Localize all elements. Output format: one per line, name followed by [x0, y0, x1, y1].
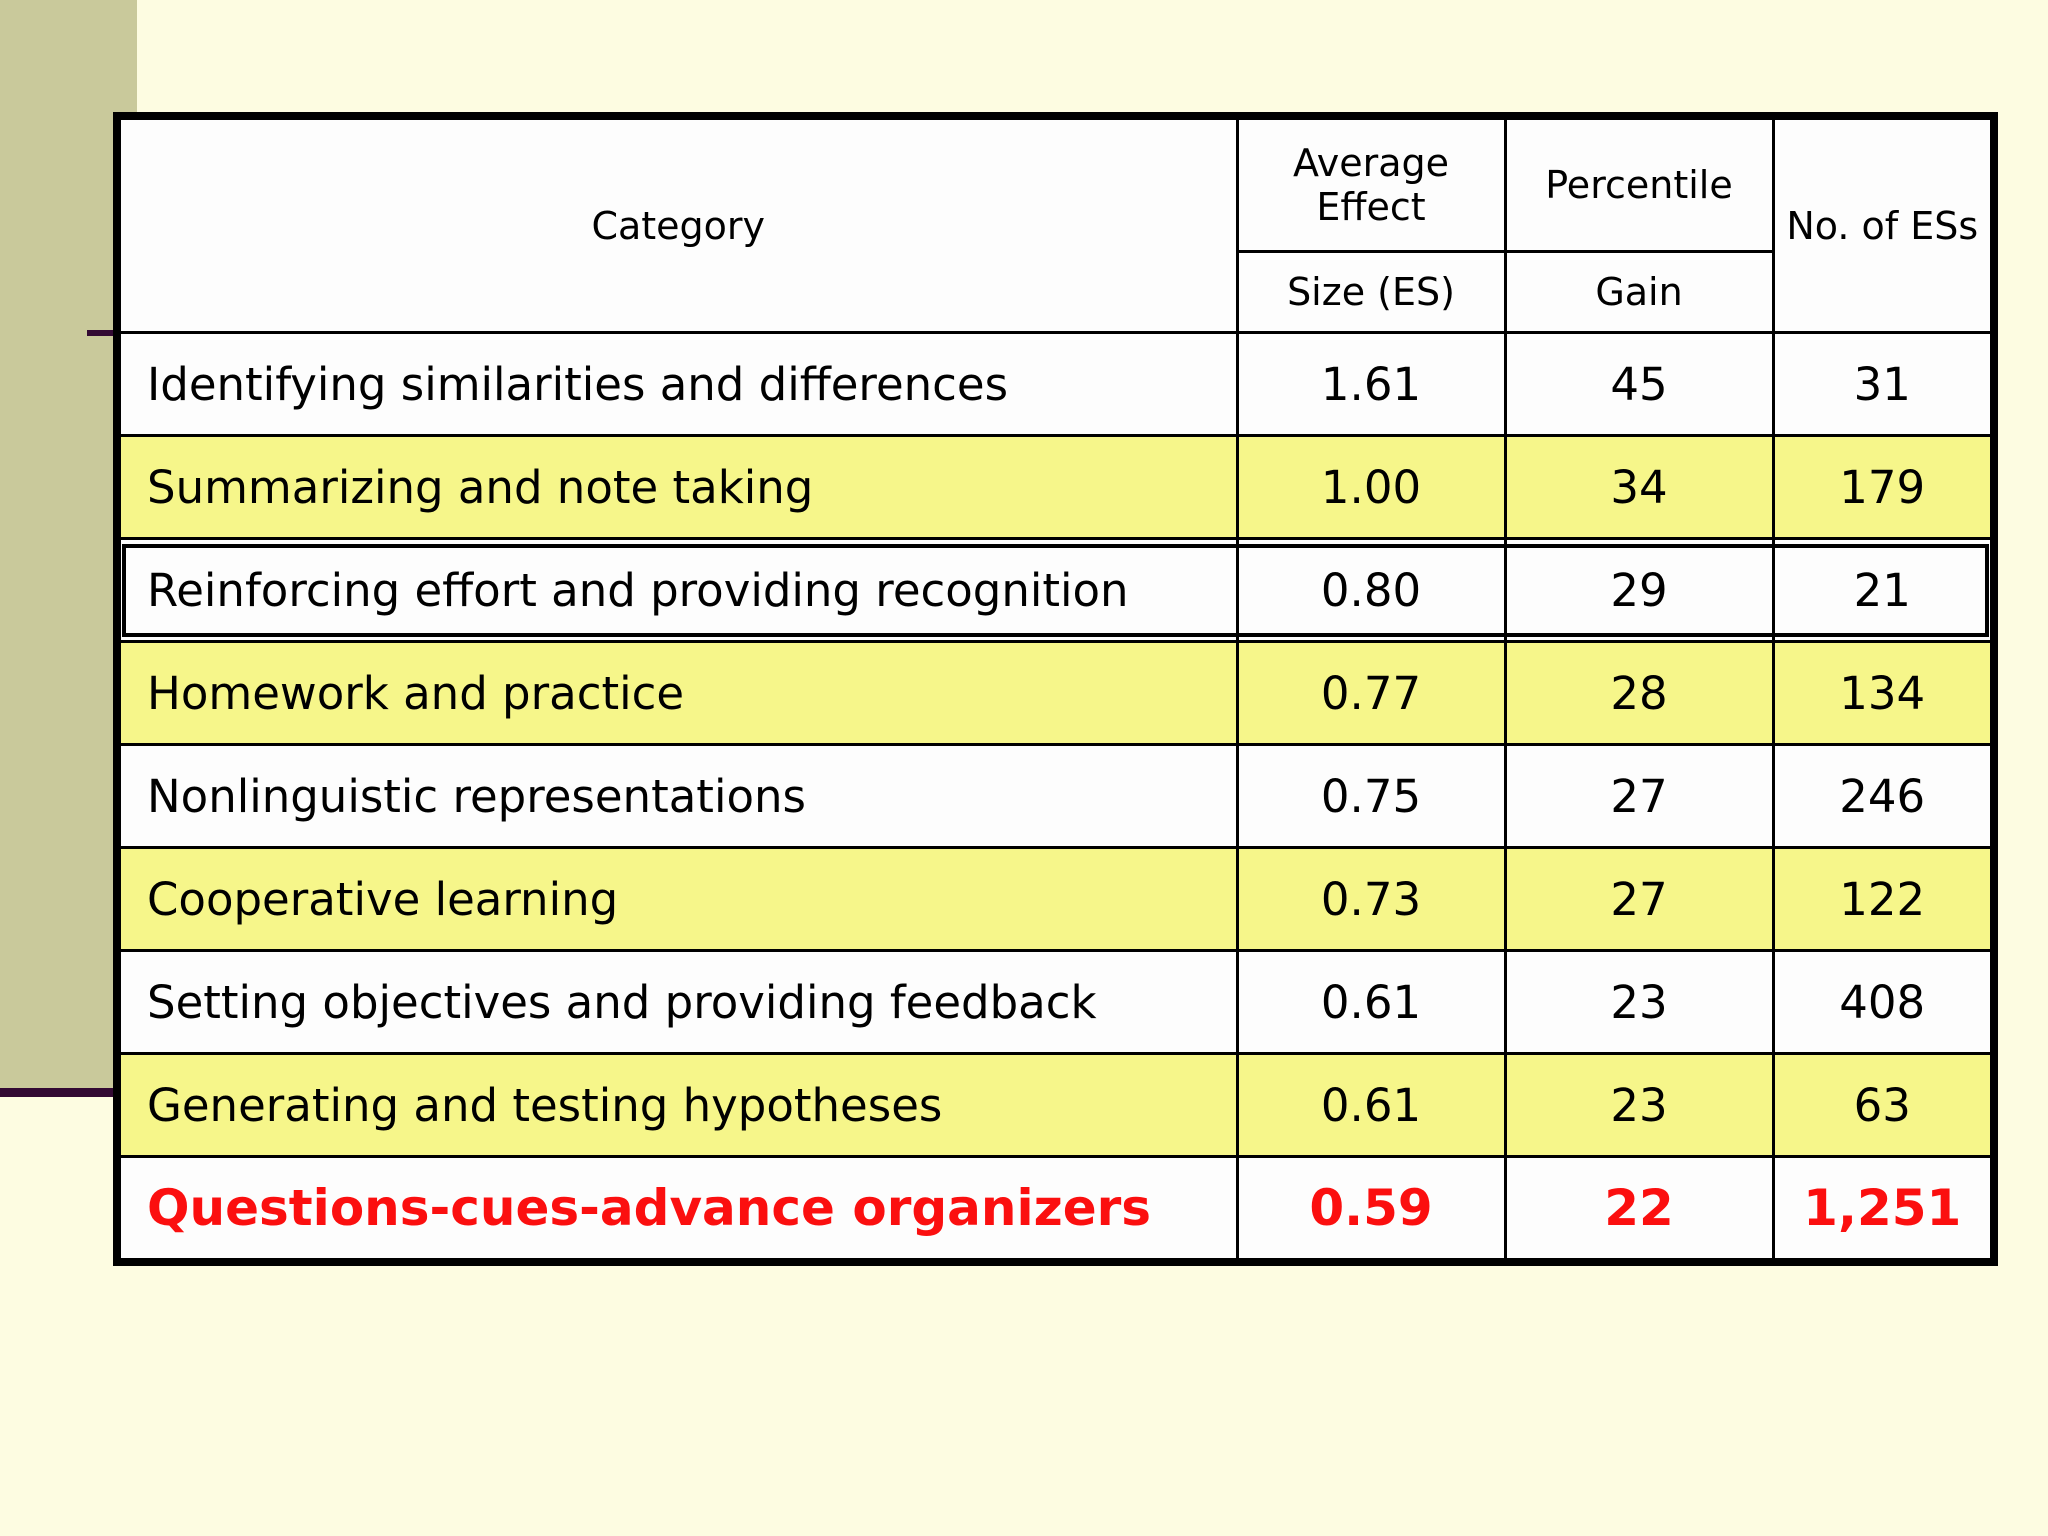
percentile-gain-cell: 45 — [1503, 331, 1775, 437]
no-of-ess-cell: 179 — [1771, 434, 1996, 540]
effect-size-cell: 1.00 — [1235, 434, 1507, 540]
table-row: Identifying similarities and differences… — [115, 331, 1996, 437]
effect-size-cell: 0.61 — [1235, 949, 1507, 1055]
category-cell: Identifying similarities and differences — [115, 331, 1239, 437]
category-cell: Questions-cues-advance organizers — [115, 1155, 1239, 1264]
no-of-ess-cell: 122 — [1771, 846, 1996, 952]
percentile-gain-cell: 27 — [1503, 846, 1775, 952]
category-cell: Reinforcing effort and providing recogni… — [115, 537, 1239, 643]
effect-size-cell: 1.61 — [1235, 331, 1507, 437]
effect-size-cell: 0.61 — [1235, 1052, 1507, 1158]
table-row: Setting objectives and providing feedbac… — [115, 949, 1996, 1055]
percentile-gain-cell: 27 — [1503, 743, 1775, 849]
no-of-ess-cell: 21 — [1771, 537, 1996, 643]
percentile-gain-cell: 29 — [1503, 537, 1775, 643]
header-category: Category — [115, 114, 1239, 334]
no-of-ess-cell: 246 — [1771, 743, 1996, 849]
header-gain: Gain — [1503, 250, 1775, 334]
category-cell: Setting objectives and providing feedbac… — [115, 949, 1239, 1055]
no-of-ess-cell: 408 — [1771, 949, 1996, 1055]
percentile-gain-cell: 34 — [1503, 434, 1775, 540]
effect-size-cell: 0.80 — [1235, 537, 1507, 643]
no-of-ess-cell: 1,251 — [1771, 1155, 1996, 1264]
template-rule-long — [0, 1088, 122, 1097]
effect-size-cell: 0.77 — [1235, 640, 1507, 746]
percentile-gain-cell: 28 — [1503, 640, 1775, 746]
effect-size-cell: 0.75 — [1235, 743, 1507, 849]
percentile-gain-cell: 23 — [1503, 1052, 1775, 1158]
effect-size-cell: 0.59 — [1235, 1155, 1507, 1264]
header-percentile: Percentile — [1503, 114, 1775, 253]
header-average-effect: Average Effect — [1235, 114, 1507, 253]
template-rule-short — [87, 330, 122, 336]
no-of-ess-cell: 31 — [1771, 331, 1996, 437]
table-row: Summarizing and note taking 1.00 34 179 — [115, 434, 1996, 540]
no-of-ess-cell: 63 — [1771, 1052, 1996, 1158]
header-size-es: Size (ES) — [1235, 250, 1507, 334]
header-row-top: Category Average Effect Percentile No. o… — [115, 114, 1996, 334]
percentile-gain-cell: 22 — [1503, 1155, 1775, 1264]
table-row: Homework and practice 0.77 28 134 — [115, 640, 1996, 746]
no-of-ess-cell: 134 — [1771, 640, 1996, 746]
category-cell: Nonlinguistic representations — [115, 743, 1239, 849]
category-cell: Homework and practice — [115, 640, 1239, 746]
table-row: Cooperative learning 0.73 27 122 — [115, 846, 1996, 952]
table-row-boxed: Reinforcing effort and providing recogni… — [115, 537, 1996, 643]
table-row: Nonlinguistic representations 0.75 27 24… — [115, 743, 1996, 849]
table-row: Generating and testing hypotheses 0.61 2… — [115, 1052, 1996, 1158]
strategies-table: Category Average Effect Percentile No. o… — [113, 112, 1998, 1266]
category-cell: Summarizing and note taking — [115, 434, 1239, 540]
header-no-of-ess: No. of ESs — [1771, 114, 1996, 334]
category-cell: Cooperative learning — [115, 846, 1239, 952]
percentile-gain-cell: 23 — [1503, 949, 1775, 1055]
category-cell: Generating and testing hypotheses — [115, 1052, 1239, 1158]
header-row-sub: Size (ES) Gain — [117, 250, 1994, 334]
table-row-emphasis: Questions-cues-advance organizers 0.59 2… — [115, 1155, 1996, 1264]
effect-size-cell: 0.73 — [1235, 846, 1507, 952]
